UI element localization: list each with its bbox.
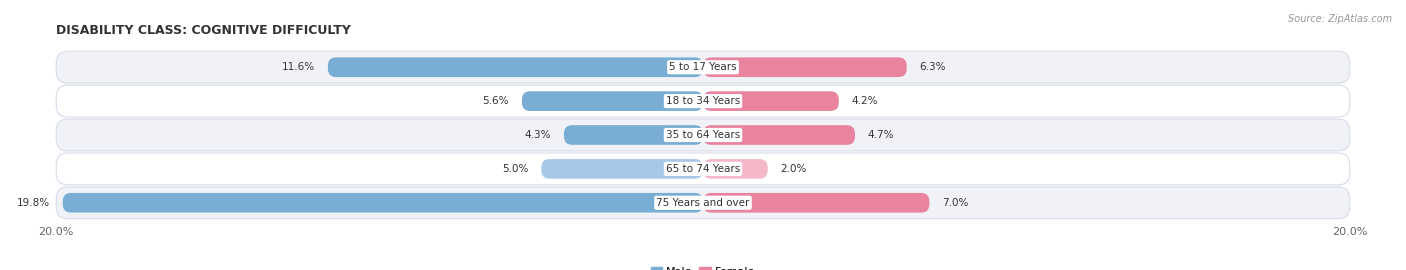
Text: Source: ZipAtlas.com: Source: ZipAtlas.com [1288, 14, 1392, 23]
FancyBboxPatch shape [703, 159, 768, 179]
Text: 4.7%: 4.7% [868, 130, 894, 140]
FancyBboxPatch shape [541, 159, 703, 179]
Text: 5.6%: 5.6% [482, 96, 509, 106]
FancyBboxPatch shape [522, 91, 703, 111]
Text: 7.0%: 7.0% [942, 198, 969, 208]
Text: 5.0%: 5.0% [502, 164, 529, 174]
FancyBboxPatch shape [56, 85, 1350, 117]
FancyBboxPatch shape [56, 119, 1350, 151]
Text: 35 to 64 Years: 35 to 64 Years [666, 130, 740, 140]
Text: 11.6%: 11.6% [281, 62, 315, 72]
Legend: Male, Female: Male, Female [647, 262, 759, 270]
Text: 18 to 34 Years: 18 to 34 Years [666, 96, 740, 106]
Text: 2.0%: 2.0% [780, 164, 807, 174]
Text: 19.8%: 19.8% [17, 198, 49, 208]
FancyBboxPatch shape [564, 125, 703, 145]
FancyBboxPatch shape [703, 125, 855, 145]
Text: 4.3%: 4.3% [524, 130, 551, 140]
FancyBboxPatch shape [56, 187, 1350, 219]
FancyBboxPatch shape [328, 58, 703, 77]
Text: 5 to 17 Years: 5 to 17 Years [669, 62, 737, 72]
Text: DISABILITY CLASS: COGNITIVE DIFFICULTY: DISABILITY CLASS: COGNITIVE DIFFICULTY [56, 24, 352, 37]
FancyBboxPatch shape [703, 91, 839, 111]
Text: 4.2%: 4.2% [852, 96, 879, 106]
FancyBboxPatch shape [56, 51, 1350, 83]
FancyBboxPatch shape [56, 153, 1350, 185]
Text: 65 to 74 Years: 65 to 74 Years [666, 164, 740, 174]
Text: 6.3%: 6.3% [920, 62, 946, 72]
FancyBboxPatch shape [703, 193, 929, 212]
Text: 75 Years and over: 75 Years and over [657, 198, 749, 208]
FancyBboxPatch shape [63, 193, 703, 212]
FancyBboxPatch shape [703, 58, 907, 77]
